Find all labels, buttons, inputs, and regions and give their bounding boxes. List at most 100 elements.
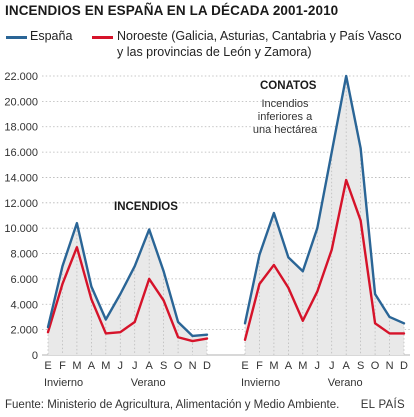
y-tick-label: 12.000 xyxy=(4,198,38,210)
data-point-noroeste xyxy=(163,299,165,302)
data-point-noroeste xyxy=(374,322,376,324)
x-tick-label: J xyxy=(132,360,138,372)
x-tick-label: N xyxy=(386,360,394,372)
data-point-espana xyxy=(76,222,78,224)
data-point-noroeste xyxy=(119,331,121,333)
x-tick-label: J xyxy=(315,360,321,372)
panel-label: INCENDIOS xyxy=(114,201,178,213)
data-point-noroeste xyxy=(134,321,136,323)
data-point-noroeste xyxy=(90,298,92,300)
y-tick-label: 22.000 xyxy=(4,71,38,83)
data-point-espana xyxy=(345,75,347,77)
data-point-espana xyxy=(287,256,289,258)
data-point-espana xyxy=(374,293,376,295)
x-tick-label: M xyxy=(101,360,110,372)
data-point-noroeste xyxy=(388,332,391,335)
data-point-noroeste xyxy=(360,219,362,222)
legend-label-espana: España xyxy=(30,29,73,43)
data-point-espana xyxy=(105,318,107,321)
data-point-espana xyxy=(90,285,92,288)
x-tick-label: N xyxy=(189,360,197,372)
data-point-espana xyxy=(148,228,150,231)
source-note: Fuente: Ministerio de Agricultura, Alime… xyxy=(5,399,340,411)
data-point-espana xyxy=(258,254,261,256)
area-fill xyxy=(245,76,404,355)
data-point-espana xyxy=(403,322,405,324)
legend-label-noroeste-line2: y las provincias de León y Zamora) xyxy=(117,45,312,59)
x-tick-label: J xyxy=(329,360,335,372)
y-tick-label: 6.000 xyxy=(10,274,38,286)
annotation-line: Incendios xyxy=(261,98,309,110)
data-point-noroeste xyxy=(331,249,333,251)
annotation-line: inferiores a xyxy=(258,111,313,123)
data-point-espana xyxy=(191,335,194,337)
data-point-espana xyxy=(206,334,208,336)
data-point-noroeste xyxy=(76,246,78,248)
chart-title: INCENDIOS EN ESPAÑA EN LA DÉCADA 2001-20… xyxy=(5,3,339,18)
x-tick-label: D xyxy=(203,360,211,372)
x-tick-label: A xyxy=(285,360,293,372)
data-point-noroeste xyxy=(105,332,107,335)
data-point-noroeste xyxy=(148,278,150,280)
data-point-espana xyxy=(316,227,318,229)
y-tick-label: 2.000 xyxy=(10,325,38,337)
x-tick-label: J xyxy=(118,360,124,372)
data-point-noroeste xyxy=(244,339,246,341)
x-tick-label: A xyxy=(146,360,154,372)
series-line-noroeste xyxy=(46,246,209,343)
data-point-noroeste xyxy=(47,331,49,333)
brand-label: EL PAÍS xyxy=(360,399,405,411)
series-line-espana xyxy=(243,74,406,325)
legend-swatch-espana xyxy=(6,36,27,39)
y-tick-label: 8.000 xyxy=(10,249,38,261)
y-tick-label: 0 xyxy=(32,350,38,362)
x-tick-label: M xyxy=(269,360,278,372)
series-line-espana xyxy=(46,221,209,338)
y-tick-label: 14.000 xyxy=(4,172,38,184)
x-tick-label: D xyxy=(400,360,408,372)
y-tick-label: 20.000 xyxy=(4,96,38,108)
y-tick-label: 4.000 xyxy=(10,299,38,311)
season-label: Verano xyxy=(328,377,363,389)
x-tick-label: O xyxy=(174,360,183,372)
data-point-espana xyxy=(273,212,275,214)
data-point-espana xyxy=(134,265,136,267)
data-point-noroeste xyxy=(287,287,289,289)
x-tick-label: M xyxy=(72,360,81,372)
x-tick-label: M xyxy=(298,360,307,372)
panel-label: CONATOS xyxy=(260,80,317,92)
area-fill xyxy=(48,223,207,355)
x-tick-label: F xyxy=(256,360,263,372)
data-point-noroeste xyxy=(61,283,64,285)
x-tick-label: S xyxy=(357,360,364,372)
data-point-espana xyxy=(61,265,64,267)
data-point-espana xyxy=(177,321,179,323)
x-tick-label: O xyxy=(371,360,380,372)
y-tick-label: 10.000 xyxy=(4,223,38,235)
season-label: Invierno xyxy=(241,377,280,389)
x-tick-label: A xyxy=(88,360,96,372)
data-point-espana xyxy=(360,147,362,149)
data-point-noroeste xyxy=(273,264,275,266)
data-point-espana xyxy=(119,293,121,295)
data-point-noroeste xyxy=(302,320,304,322)
annotation-line: una hectárea xyxy=(253,124,318,136)
data-point-espana xyxy=(331,151,333,153)
data-point-noroeste xyxy=(403,332,405,335)
data-point-espana xyxy=(244,322,246,324)
data-point-noroeste xyxy=(316,290,318,293)
x-tick-label: E xyxy=(44,360,51,372)
data-point-espana xyxy=(47,326,49,328)
data-point-espana xyxy=(302,270,304,272)
data-point-noroeste xyxy=(345,179,347,181)
data-point-noroeste xyxy=(206,337,208,340)
legend-swatch-noroeste xyxy=(92,36,113,39)
data-point-noroeste xyxy=(191,340,194,342)
data-point-noroeste xyxy=(258,283,261,285)
data-point-espana xyxy=(163,270,165,272)
series-line-noroeste xyxy=(243,178,406,341)
x-tick-label: S xyxy=(160,360,167,372)
x-tick-label: F xyxy=(59,360,66,372)
